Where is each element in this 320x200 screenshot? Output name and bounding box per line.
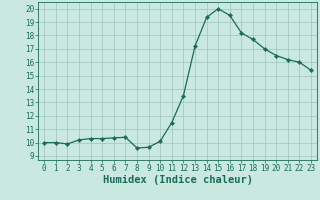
X-axis label: Humidex (Indice chaleur): Humidex (Indice chaleur) <box>103 175 252 185</box>
